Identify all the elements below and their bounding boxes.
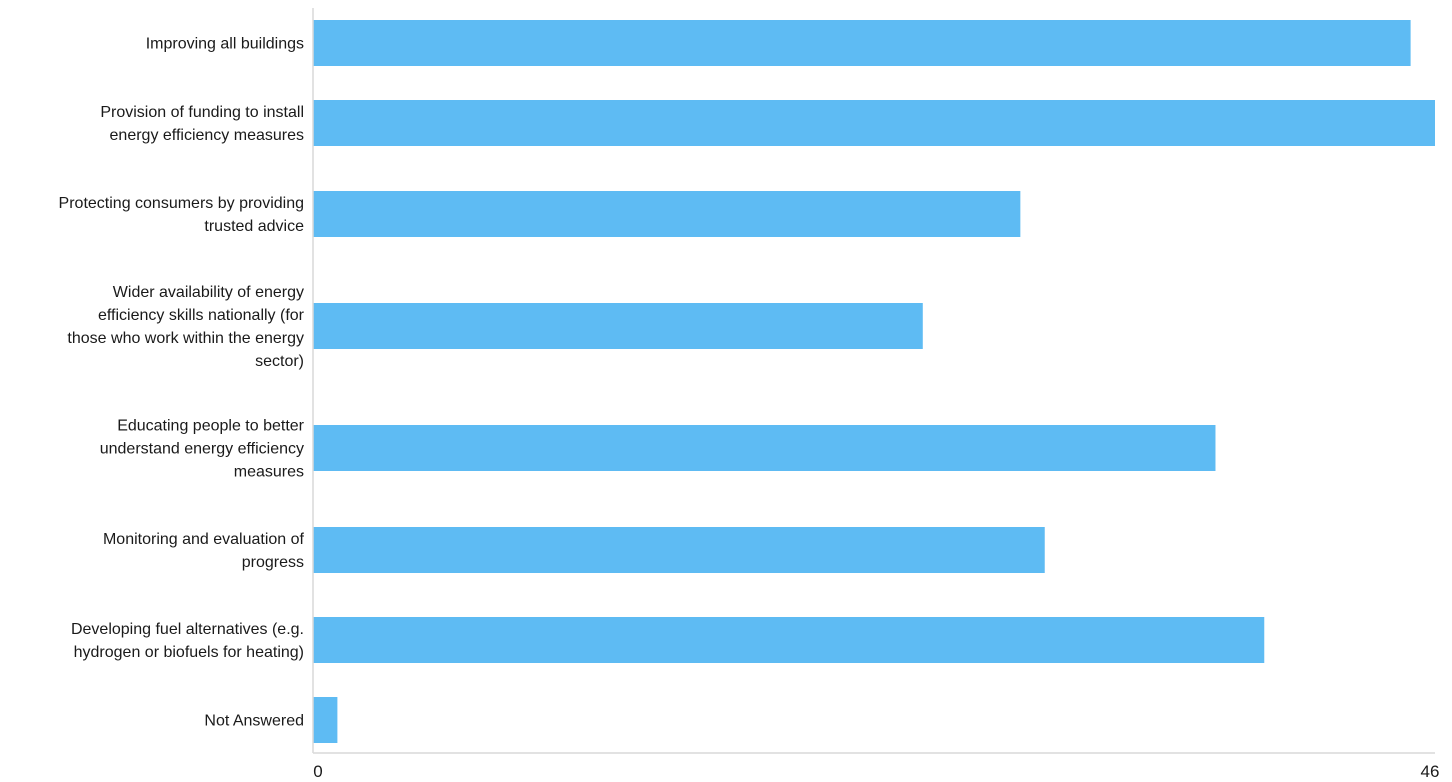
category-label-line: measures [234, 464, 304, 481]
category-label-line: Developing fuel alternatives (e.g. [71, 621, 304, 638]
category-label-line: Not Answered [204, 713, 304, 730]
category-label-2: Protecting consumers by providing trusted… [59, 195, 305, 235]
category-label-line: efficiency skills nationally (for [98, 307, 305, 324]
category-label-6: Developing fuel alternatives (e.g. hydrog… [71, 621, 304, 661]
bar-6 [313, 617, 1265, 663]
category-label-line: Protecting consumers by providing [59, 195, 304, 212]
bar-1 [313, 100, 1435, 146]
category-label-line: those who work within the energy [67, 330, 304, 347]
category-label-line: sector) [255, 353, 304, 370]
category-label-5: Monitoring and evaluation of progress [103, 531, 305, 571]
category-label-1: Provision of funding to install energy ef… [100, 104, 304, 144]
category-label-line: Provision of funding to install [100, 104, 304, 121]
x-tick-label-min: 0 [313, 762, 322, 781]
bar-2 [313, 191, 1021, 237]
bar-3 [313, 303, 923, 349]
category-label-4: Educating people to better understand ene… [100, 418, 305, 481]
category-label-line: Improving all buildings [146, 36, 304, 53]
category-label-line: Educating people to better [117, 418, 304, 435]
category-label-line: trusted advice [204, 218, 304, 235]
category-label-line: understand energy efficiency [100, 441, 304, 458]
category-label-line: Wider availability of energy [113, 284, 304, 301]
category-label-3: Wider availability of energy efficiency s… [67, 284, 304, 370]
category-label-line: hydrogen or biofuels for heating) [74, 644, 304, 661]
bar-5 [313, 527, 1045, 573]
bar-7 [313, 697, 338, 743]
bar-0 [313, 20, 1411, 66]
category-label-7: Not Answered [204, 713, 304, 730]
category-label-line: energy efficiency measures [110, 127, 304, 144]
bars-group [313, 20, 1435, 743]
category-label-line: Monitoring and evaluation of [103, 531, 305, 548]
category-labels: Improving all buildings Provision of fund… [59, 36, 305, 730]
category-label-0: Improving all buildings [146, 36, 304, 53]
bar-4 [313, 425, 1216, 471]
category-label-line: progress [242, 554, 304, 571]
x-tick-label-max: 46 [1421, 762, 1440, 781]
x-tick-labels: 0 46 [313, 762, 1439, 781]
